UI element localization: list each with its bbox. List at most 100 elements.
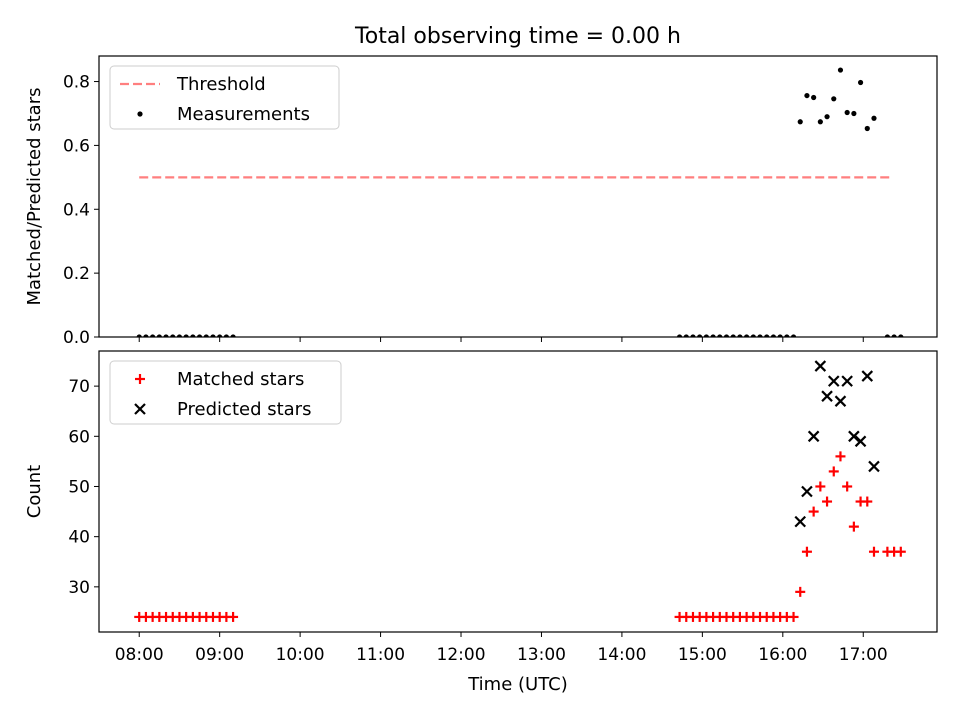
point-2-0-35 xyxy=(808,506,819,517)
point-1-1-22 xyxy=(723,334,730,337)
series-2-0 xyxy=(134,451,906,622)
point-1-1-17 xyxy=(690,334,696,337)
plot-area-2 xyxy=(134,360,906,622)
point-2-1-3 xyxy=(814,360,827,372)
series-1-1 xyxy=(136,67,904,337)
point-1-1-35 xyxy=(811,94,817,101)
point-1-1-26 xyxy=(750,334,756,337)
point-2-0-44 xyxy=(868,546,879,557)
point-2-1-0 xyxy=(794,515,807,528)
point-1-1-20 xyxy=(710,334,716,337)
legend-label-1-0: Threshold xyxy=(176,74,266,95)
point-1-1-9 xyxy=(196,334,203,337)
point-1-1-25 xyxy=(744,334,750,337)
point-2-1-9-b xyxy=(854,435,867,448)
point-1-1-32 xyxy=(790,334,797,337)
point-1-1-30 xyxy=(777,334,783,337)
y-tick-label-2-4: 70 xyxy=(68,377,90,397)
x-tick-label-1: 09:00 xyxy=(195,645,244,665)
point-1-1-21 xyxy=(717,334,723,337)
x-axis-label: Time (UTC) xyxy=(467,674,568,695)
point-2-1-10 xyxy=(861,370,874,382)
point-2-1-1-b xyxy=(801,485,813,498)
point-1-1-37 xyxy=(824,114,830,120)
y-tick-label-1-0: 0.0 xyxy=(63,328,90,348)
point-1-1-42 xyxy=(857,79,864,86)
y-tick-label-2-2: 50 xyxy=(68,477,90,497)
y-axis-label-1: Matched/Predicted stars xyxy=(24,88,45,306)
point-2-0-32 xyxy=(788,611,799,622)
x-tick-label-7: 15:00 xyxy=(678,645,727,665)
legend-marker-2-1 xyxy=(134,403,146,415)
y-tick-label-1-3: 0.6 xyxy=(63,136,90,156)
x-tick-label-4: 12:00 xyxy=(437,645,486,665)
point-1-1-13 xyxy=(223,334,229,337)
x-tick-label-6: 14:00 xyxy=(597,645,646,665)
point-2-0-41 xyxy=(848,521,859,532)
chart-title: Total observing time = 0.00 h xyxy=(354,24,681,49)
point-2-1-5-b xyxy=(827,375,840,387)
point-1-1-16 xyxy=(683,334,689,337)
legend-1 xyxy=(109,65,340,130)
point-1-1-28 xyxy=(764,334,770,337)
point-1-1-2 xyxy=(150,334,156,337)
point-2-0-37 xyxy=(822,496,833,507)
point-2-1-9 xyxy=(854,435,867,448)
legend-2 xyxy=(109,360,342,425)
point-2-1-6-b xyxy=(834,395,847,407)
point-2-0-36 xyxy=(815,481,826,492)
point-1-1-27 xyxy=(757,334,763,337)
point-1-1-39 xyxy=(837,67,844,73)
point-1-1-29 xyxy=(770,334,777,337)
point-2-1-7 xyxy=(841,375,853,387)
point-1-1-1 xyxy=(143,334,149,337)
y-tick-label-1-2: 0.4 xyxy=(63,200,90,220)
legend-label-1-1: Measurements xyxy=(177,104,310,125)
panels: 0.0 0.2 0.4 0.6 0.8 Matched/Predicted stars Th… xyxy=(24,55,938,665)
point-2-1-2-b xyxy=(807,430,820,443)
point-2-1-10-b xyxy=(861,370,874,382)
point-1-1-8 xyxy=(190,334,196,337)
point-2-1-11-b xyxy=(868,460,880,473)
point-1-1-31 xyxy=(784,334,790,337)
point-1-1-15 xyxy=(676,334,683,337)
point-1-1-14 xyxy=(230,334,236,337)
point-2-0-39 xyxy=(835,451,846,462)
point-2-1-0-b xyxy=(794,515,807,528)
y-axis-label-2: Count xyxy=(24,465,45,518)
point-1-1-10 xyxy=(203,334,209,337)
axes-frame-2 xyxy=(98,350,938,633)
point-2-0-38 xyxy=(828,466,839,477)
point-2-1-8-b xyxy=(848,430,860,443)
point-1-1-45 xyxy=(884,334,890,337)
point-1-1-34 xyxy=(804,92,810,99)
point-1-1-11 xyxy=(210,334,216,337)
panel-2: 30 40 50 60 70 08:00 09:00 10:00 11:00 12:00 13:00… xyxy=(24,350,938,665)
point-2-1-8 xyxy=(848,430,860,443)
point-1-1-33 xyxy=(797,119,803,125)
point-1-1-46 xyxy=(891,334,897,337)
plot-area-1 xyxy=(136,67,904,337)
point-1-1-43 xyxy=(864,125,870,132)
point-2-1-1 xyxy=(801,485,813,498)
x-tick-label-2: 10:00 xyxy=(276,645,325,665)
point-1-1-3 xyxy=(156,334,162,337)
point-2-0-34 xyxy=(801,546,812,557)
point-1-1-0 xyxy=(136,334,142,337)
x-tick-label-0: 08:00 xyxy=(115,645,164,665)
point-2-0-43 xyxy=(862,496,873,507)
point-1-1-7 xyxy=(183,334,189,337)
point-1-1-38 xyxy=(831,96,837,102)
y-tick-label-2-0: 30 xyxy=(68,578,90,598)
point-1-1-44 xyxy=(871,115,877,121)
legend-label-2-0: Matched stars xyxy=(177,369,304,390)
point-1-1-40 xyxy=(844,109,850,116)
point-1-1-36 xyxy=(817,119,823,125)
panel-1: 0.0 0.2 0.4 0.6 0.8 Matched/Predicted stars Th… xyxy=(24,55,938,348)
point-1-1-4 xyxy=(163,334,169,337)
x-tick-label-9: 17:00 xyxy=(839,645,888,665)
point-1-1-23 xyxy=(730,334,736,337)
x-tick-label-8: 16:00 xyxy=(758,645,807,665)
legend-marker-2-0 xyxy=(135,374,145,384)
